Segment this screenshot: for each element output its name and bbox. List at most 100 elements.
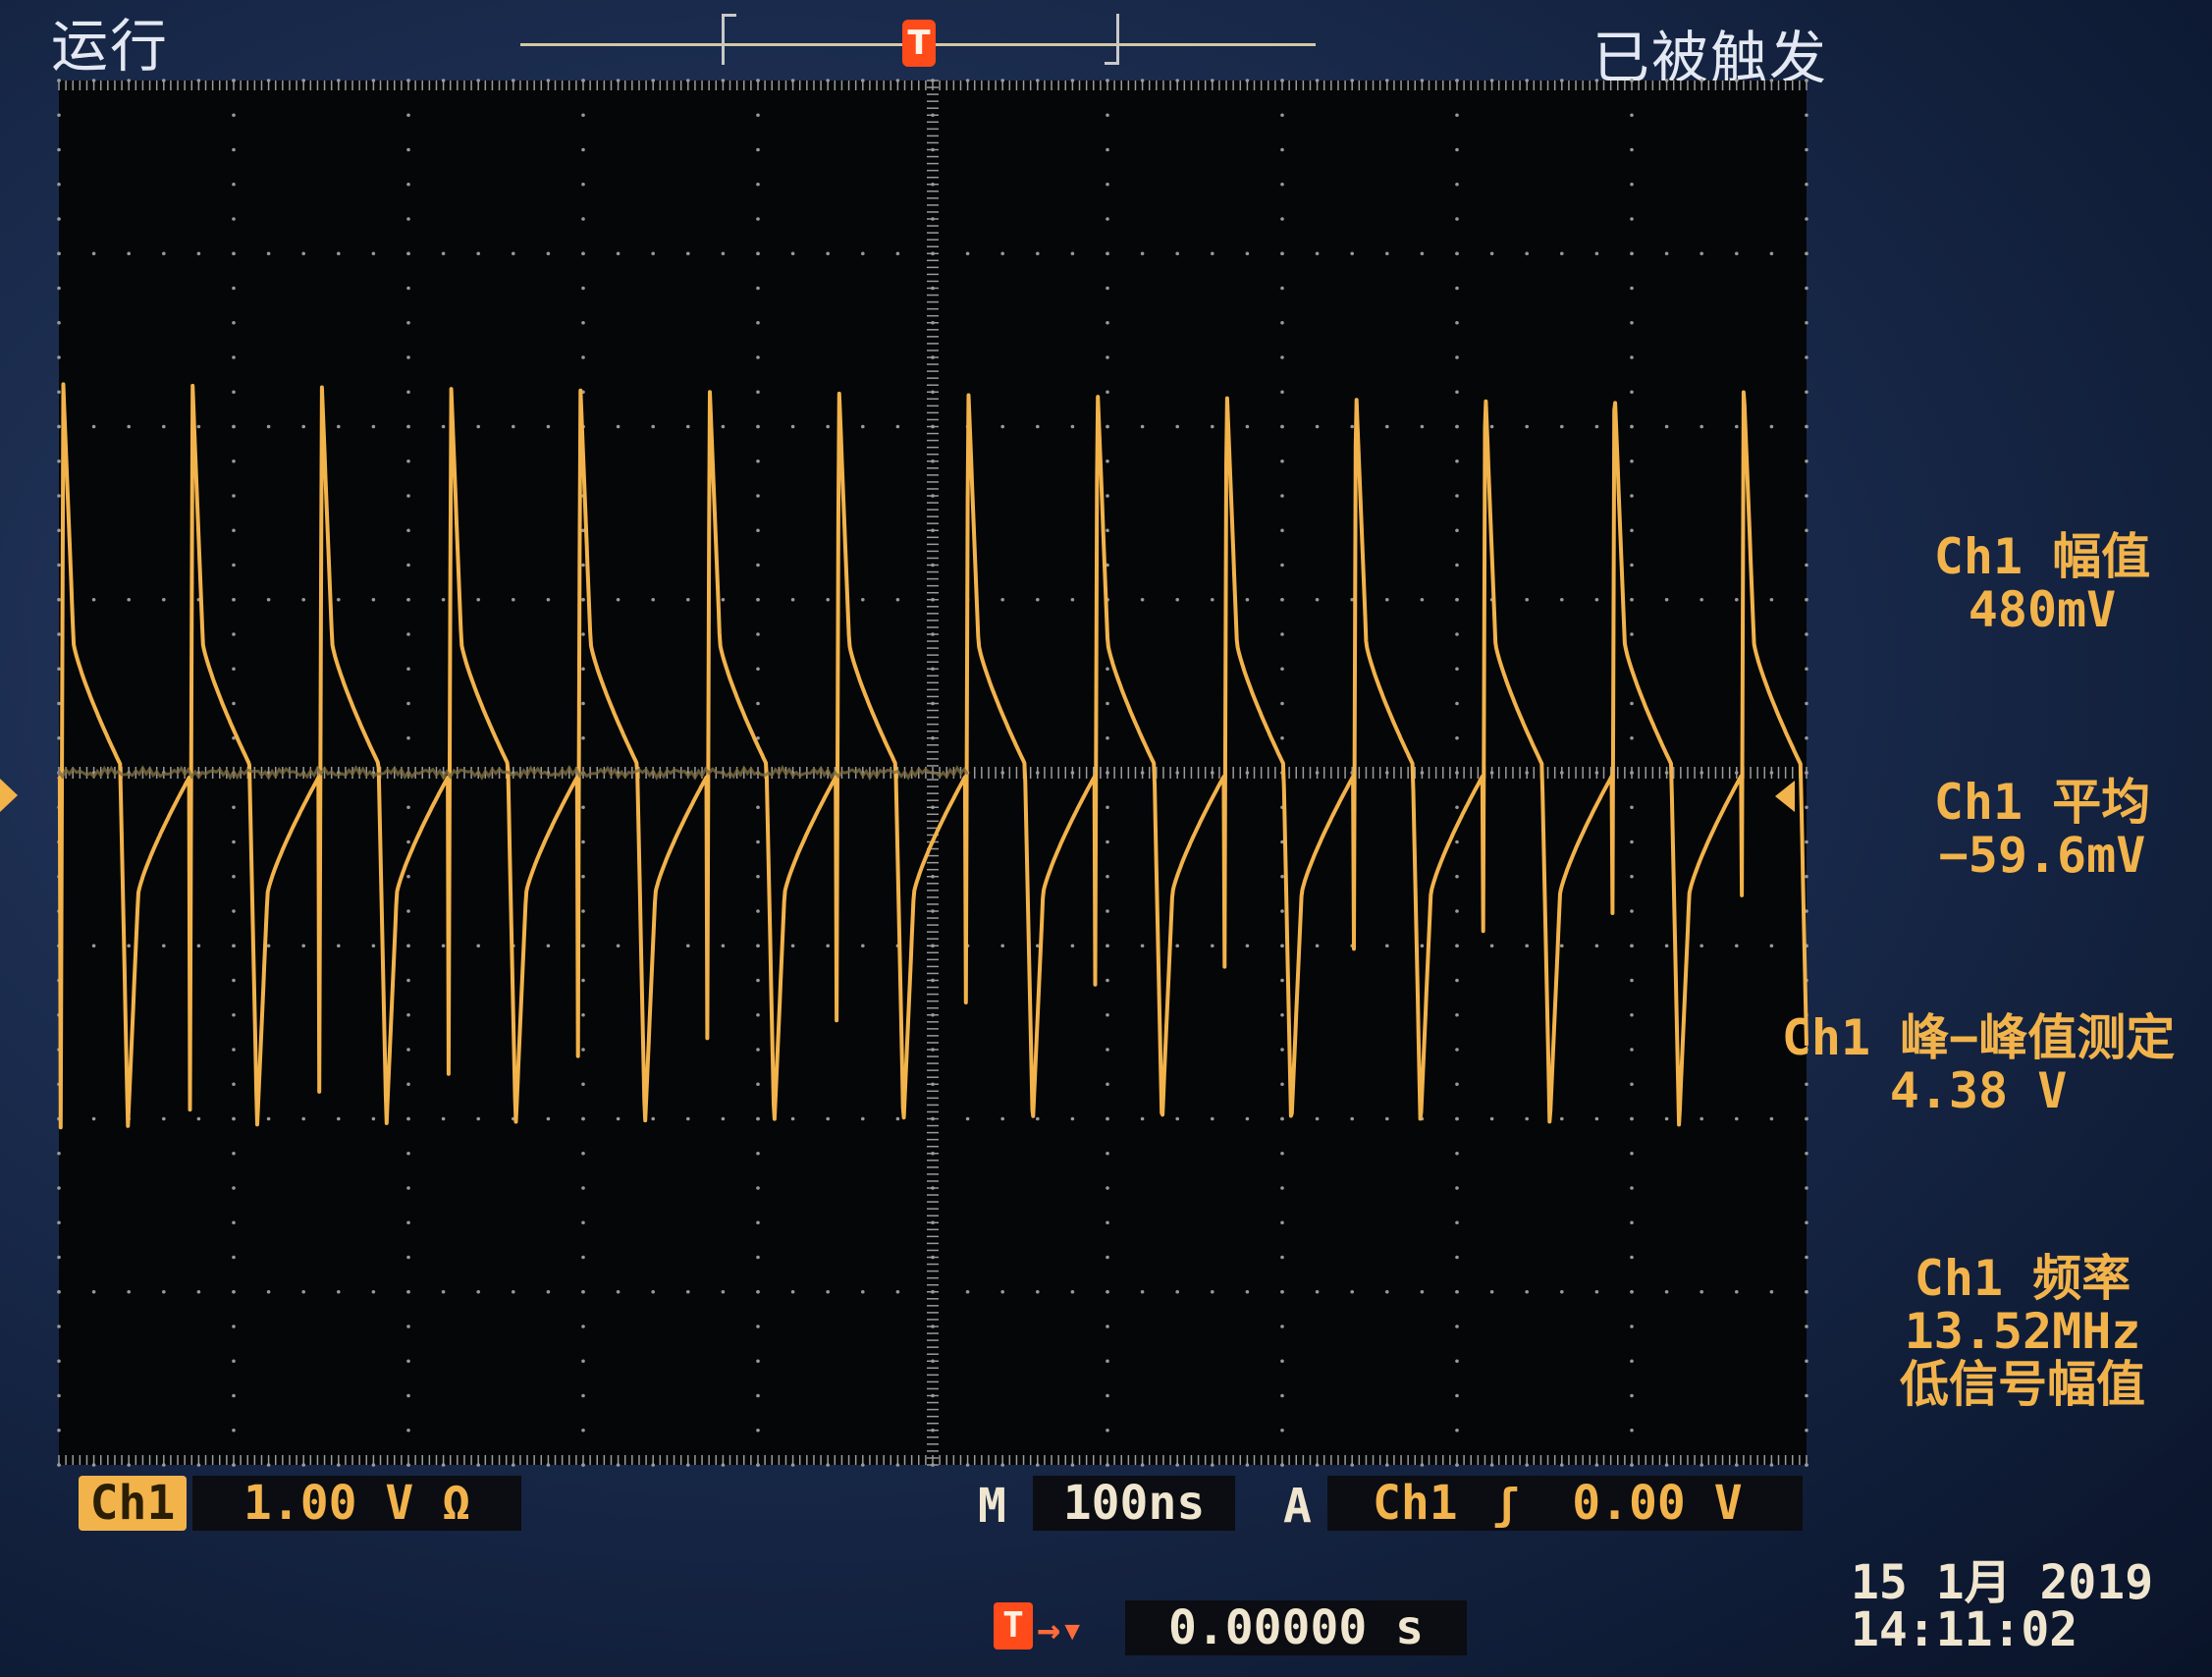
grid-dot [1175, 424, 1179, 429]
grid-dot [756, 147, 760, 152]
grid-dot [1245, 1289, 1250, 1294]
channel-scale[interactable]: 1.00 V Ω [192, 1476, 521, 1531]
grid-dot [756, 1289, 760, 1294]
grid-dot [301, 424, 306, 429]
grid-dot [581, 147, 585, 152]
grid-dot [232, 355, 236, 359]
grid-dot [1420, 251, 1425, 256]
grid-dot [1630, 459, 1634, 463]
grid-dot [1175, 1116, 1179, 1121]
grid-dot [581, 839, 585, 844]
grid-dot [581, 1220, 585, 1225]
ch1-ground-marker-icon[interactable] [0, 779, 18, 812]
trigger-settings[interactable]: Ch1 ʃ 0.00 V [1327, 1476, 1803, 1531]
grid-dot [406, 839, 410, 844]
measurement-mean[interactable]: Ch1 平均 −59.6mV [1865, 776, 2212, 882]
grid-dot [1280, 528, 1284, 533]
grid-dot [965, 251, 970, 256]
grid-dot [1350, 1289, 1354, 1294]
grid-dot [232, 839, 236, 844]
grid-dot [1315, 1116, 1320, 1121]
grid-dot [1280, 701, 1284, 706]
grid-dot [1280, 1151, 1284, 1156]
grid-dot [1000, 1289, 1004, 1294]
grid-dot [616, 1116, 620, 1121]
grid-dot [1489, 944, 1494, 948]
grid-dot [406, 1151, 410, 1156]
grid-dot [581, 355, 585, 359]
grid-dot [1106, 667, 1109, 672]
grid-dot [301, 1116, 306, 1121]
grid-dot [1106, 1048, 1109, 1052]
grid-dot [1315, 944, 1320, 948]
grid-dot [1560, 251, 1564, 256]
grid-dot [1630, 909, 1634, 913]
grid-dot [232, 563, 236, 568]
grid-dot [127, 251, 131, 256]
trigger-source: Ch1 [1373, 1476, 1458, 1531]
timebase-label: M [978, 1479, 1006, 1534]
measurement-peak-to-peak[interactable]: Ch1 峰−峰值测定 4.38 V [1713, 1011, 2212, 1117]
grid-dot [1630, 390, 1634, 395]
grid-dot [127, 1289, 131, 1294]
measurement-value: 480mV [1968, 581, 2117, 638]
grid-dot [651, 597, 655, 602]
grid-dot [1630, 1048, 1634, 1052]
grid-dot [1769, 251, 1774, 256]
grid-dot [581, 320, 585, 325]
grid-dot [1455, 355, 1459, 359]
grid-dot [1000, 1116, 1004, 1121]
grid-dot [581, 701, 585, 706]
grid-dot [1106, 839, 1109, 844]
channel-tag[interactable]: Ch1 [79, 1476, 187, 1531]
grid-dot [1699, 944, 1703, 948]
grid-dot [1106, 701, 1109, 706]
measurement-frequency[interactable]: Ch1 频率 13.52MHz 低信号幅值 [1816, 1252, 2212, 1411]
grid-dot [441, 424, 446, 429]
grid-dot [581, 874, 585, 879]
grid-dot [57, 1220, 61, 1225]
run-status[interactable]: 运行 [51, 13, 170, 80]
grid-dot [406, 1082, 410, 1087]
measurement-amplitude[interactable]: Ch1 幅值 480mV [1865, 530, 2212, 636]
grid-dot [1106, 390, 1109, 395]
grid-dot [301, 1289, 306, 1294]
grid-dot [232, 1186, 236, 1190]
grid-dot [162, 424, 166, 429]
grid-dot [686, 1116, 690, 1121]
grid-dot [651, 251, 655, 256]
grid-dot [337, 1289, 341, 1294]
grid-dot [162, 1289, 166, 1294]
grid-dot [790, 1116, 795, 1121]
grid-dot [1560, 1116, 1564, 1121]
grid-dot [1664, 944, 1669, 948]
grid-dot [232, 632, 236, 636]
grid-dot [1455, 1428, 1459, 1433]
horizontal-position-marker-icon: T [994, 1602, 1033, 1650]
grid-dot [232, 251, 236, 256]
grid-dot [686, 944, 690, 948]
grid-dot [581, 1359, 585, 1364]
grid-dot [1455, 1220, 1459, 1225]
grid-dot [1315, 597, 1320, 602]
trigger-level-marker-icon[interactable] [1775, 781, 1795, 812]
grid-dot [1106, 459, 1109, 463]
grid-dot [1769, 424, 1774, 429]
grid-dot [721, 251, 726, 256]
grid-dot [581, 667, 585, 672]
horizontal-position[interactable]: 0.00000 s [1125, 1600, 1467, 1655]
timebase-scale[interactable]: 100ns [1033, 1476, 1235, 1531]
grid-dot [1805, 735, 1808, 740]
grid-dot [1805, 701, 1808, 706]
grid-dot [1630, 944, 1634, 948]
grid-dot [1245, 251, 1250, 256]
grid-dot [756, 735, 760, 740]
grid-dot [232, 978, 236, 983]
grid-dot [1280, 944, 1284, 948]
grid-dot [406, 1048, 410, 1052]
grid-dot [1805, 839, 1808, 844]
grid-dot [196, 251, 201, 256]
grid-dot [57, 286, 61, 291]
grid-dot [581, 1186, 585, 1190]
